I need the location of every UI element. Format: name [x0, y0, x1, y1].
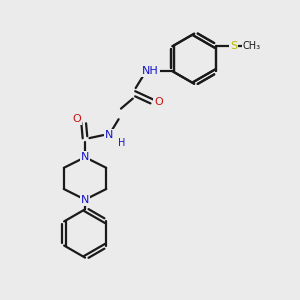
Text: H: H: [118, 138, 125, 148]
Text: N: N: [105, 130, 113, 140]
Text: N: N: [81, 152, 89, 162]
Text: CH₃: CH₃: [243, 41, 261, 51]
Text: N: N: [81, 195, 89, 205]
Text: NH: NH: [142, 66, 159, 76]
Text: S: S: [230, 41, 237, 51]
Text: O: O: [73, 114, 82, 124]
Text: O: O: [154, 97, 163, 107]
